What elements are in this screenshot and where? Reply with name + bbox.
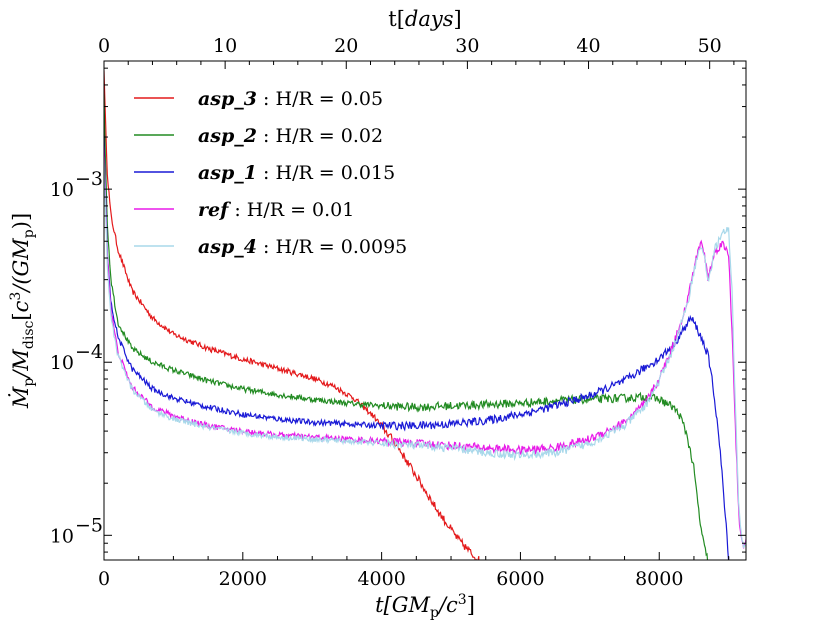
legend: asp_3 : H/R = 0.05 asp_2 : H/R = 0.02 asp_… [134, 88, 407, 258]
series-line-asp-4 [104, 156, 746, 549]
legend-entry-asp-1: asp_1 : H/R = 0.015 [198, 162, 395, 184]
series-line-asp-1 [104, 135, 730, 560]
top-tick-label: 20 [334, 35, 358, 57]
y-axis-label: Ṁp/Mdisc[c3/(GMp)] [8, 213, 37, 409]
y-tick-exponent: −4 [75, 341, 103, 363]
y-tick-exponent: −5 [75, 514, 103, 536]
x-axis-label: t[GMp/c3] [375, 592, 475, 621]
y-tick-label: 10 [50, 525, 74, 547]
series-line-asp-3 [104, 70, 480, 560]
x-tick-label: 8000 [635, 568, 683, 590]
series-layer [104, 70, 746, 560]
legend-entry-asp-2: asp_2 : H/R = 0.02 [198, 125, 383, 147]
legend-entry-asp-4: asp_4 : H/R = 0.0095 [198, 236, 407, 258]
top-tick-label: 50 [698, 35, 722, 57]
y-tick-label: 10 [50, 352, 74, 374]
top-tick-label: 30 [455, 35, 479, 57]
y-tick-exponent: −3 [75, 168, 103, 190]
series-line-asp-2 [104, 94, 709, 560]
top-tick-label: 10 [213, 35, 237, 57]
x-tick-label: 4000 [357, 568, 405, 590]
legend-entry-ref: ref : H/R = 0.01 [198, 199, 354, 221]
top-axis-label: t[days] [388, 7, 461, 31]
top-tick-label: 0 [98, 35, 110, 57]
y-tick-label: 10 [50, 179, 74, 201]
top-tick-label: 40 [576, 35, 600, 57]
x-tick-label: 2000 [219, 568, 267, 590]
x-tick-label: 0 [98, 568, 110, 590]
x-tick-label: 6000 [496, 568, 544, 590]
legend-entry-asp-3: asp_3 : H/R = 0.05 [198, 88, 383, 110]
